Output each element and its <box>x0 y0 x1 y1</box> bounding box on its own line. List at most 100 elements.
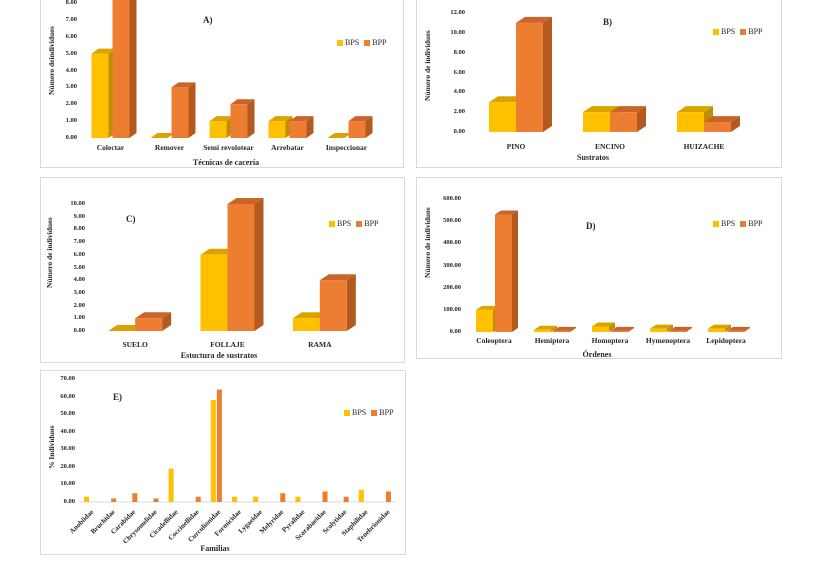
bar-bpp-d-3 <box>669 326 692 332</box>
bar-front-face <box>476 309 493 332</box>
bar-bps-e-7 <box>232 496 237 502</box>
y-tick-label: 4.00 <box>65 66 77 74</box>
y-tick-label: 9.00 <box>73 212 85 220</box>
bar-top-face <box>610 106 646 113</box>
bar-bpp-e-9 <box>280 493 286 502</box>
bar-bps-d-4 <box>708 324 731 332</box>
x-tick-label: PINO <box>506 142 526 151</box>
bar-bpp-a-4 <box>348 116 373 138</box>
bar-front-face <box>209 121 227 138</box>
bar-bpp-d-1 <box>553 326 576 332</box>
chart-panel-b: B) BPS BPP Sustratos Número de individuo… <box>416 0 782 168</box>
bar-bpp-e-14 <box>385 491 391 502</box>
chart-d-xlabel: Órdenes <box>582 350 612 359</box>
bar-top-face <box>495 210 518 215</box>
bar-front-face <box>704 122 731 132</box>
y-tick-label: 0.00 <box>63 498 75 505</box>
x-tick-label: Inspeccionar <box>325 143 368 152</box>
chart-c-ylabel: Número de individuos <box>45 217 54 288</box>
bar-bps-a-4 <box>327 133 352 138</box>
bar-front-face <box>232 496 237 502</box>
y-tick-label: 600.00 <box>443 195 461 202</box>
bar-front-face <box>553 330 570 332</box>
bar-top-face <box>327 133 352 138</box>
bar-top-face <box>150 133 175 138</box>
legend-bpp-label: BPP <box>372 38 387 47</box>
y-tick-label: 7.00 <box>73 238 85 246</box>
bar-bpp-a-3 <box>289 116 314 138</box>
bar-bps-a-2 <box>209 116 234 138</box>
y-tick-label: 1.00 <box>65 117 77 125</box>
chart-d-legend: BPS BPP <box>713 219 762 228</box>
bar-bpp-d-4 <box>727 326 750 332</box>
chart-a-xlabel: Técnicas de cacería <box>192 158 260 167</box>
bar-front-face <box>295 496 301 502</box>
bar-bpp-e-1 <box>111 498 117 502</box>
bar-top-face <box>268 116 293 122</box>
bar-bps-a-3 <box>268 116 293 138</box>
bar-top-face <box>677 106 713 113</box>
bar-top-face <box>319 274 356 281</box>
bar-front-face <box>289 121 307 138</box>
bar-side-face <box>667 324 673 332</box>
bar-front-face <box>280 493 286 502</box>
bar-top-face <box>91 48 116 54</box>
x-tick-label: Hymenoptera <box>645 336 691 345</box>
chart-a-legend: BPS BPP <box>337 38 386 47</box>
y-tick-label: 12.00 <box>450 9 465 16</box>
bar-front-face <box>348 121 366 138</box>
y-tick-label: 6.00 <box>73 250 85 258</box>
bar-front-face <box>385 491 391 502</box>
x-tick-label: Remover <box>154 143 185 152</box>
bar-bps-d-1 <box>534 325 557 332</box>
legend-bps-label: BPS <box>352 408 367 417</box>
legend-bps-swatch <box>344 409 350 416</box>
chart-d-plot <box>476 210 750 332</box>
y-tick-label: 0.00 <box>453 128 465 135</box>
x-tick-label: ENCINO <box>594 142 626 151</box>
y-tick-label: 7.00 <box>65 15 77 23</box>
y-tick-label: 500.00 <box>443 217 461 225</box>
chart-panel-d: D) BPS BPP Órdenes Número de individuos … <box>416 177 782 359</box>
bar-front-face <box>322 491 328 502</box>
y-tick-label: 200.00 <box>443 283 461 291</box>
bar-bpp-b-0 <box>516 16 552 133</box>
chart-a-title: A) <box>203 15 213 25</box>
bar-side-face <box>346 274 356 331</box>
bar-side-face <box>731 116 740 132</box>
bar-bpp-e-3 <box>153 498 159 502</box>
bar-front-face <box>135 318 163 331</box>
x-tick-label: HUIZACHE <box>683 142 725 151</box>
y-tick-label: 2.00 <box>453 108 465 116</box>
y-tick-label: 60.00 <box>60 392 75 400</box>
y-tick-label: 50.00 <box>60 410 75 418</box>
x-tick-label: RAMA <box>308 340 332 349</box>
bar-top-face <box>704 116 740 123</box>
legend-bps-swatch <box>337 39 343 46</box>
bar-bpp-e-12 <box>343 496 349 502</box>
chart-c-legend: BPS BPP <box>329 219 378 228</box>
bar-side-face <box>512 210 518 332</box>
bar-bps-e-6 <box>210 400 216 502</box>
y-tick-label: 0.00 <box>65 134 77 141</box>
bar-top-face <box>727 326 750 331</box>
legend-bps-swatch <box>713 220 719 227</box>
bar-side-face <box>725 324 731 332</box>
bar-front-face <box>583 112 610 132</box>
x-tick-label: Lepidoptera <box>706 336 746 345</box>
bar-bps-a-0 <box>91 48 116 138</box>
x-tick-label: FOLLAJE <box>210 340 245 349</box>
y-tick-label: 4.00 <box>73 276 85 284</box>
x-tick-label: Semi revolotear <box>203 143 254 152</box>
bar-front-face <box>268 121 286 138</box>
bar-bpp-b-1 <box>610 106 646 132</box>
bar-side-face <box>129 0 137 138</box>
chart-b-plot <box>489 16 740 133</box>
bar-front-face <box>227 204 255 331</box>
legend-bpp-label: BPP <box>748 27 763 36</box>
bar-side-face <box>162 312 172 331</box>
bar-top-face <box>708 324 731 329</box>
y-tick-label: 4.00 <box>453 88 465 96</box>
chart-e-xlabel: Familias <box>200 544 230 553</box>
bar-bps-b-2 <box>677 106 713 132</box>
